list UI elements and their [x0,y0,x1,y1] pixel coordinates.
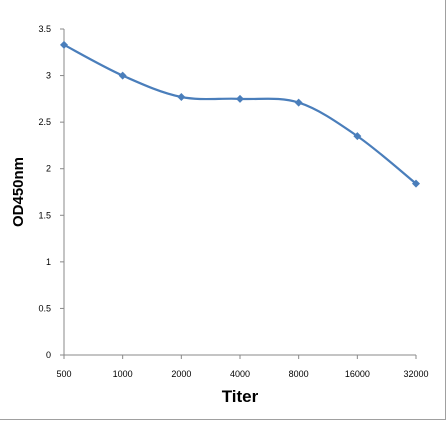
x-tick-label: 4000 [230,369,250,379]
y-tick-label: 2.5 [38,117,51,127]
y-tick-label: 0 [46,350,51,360]
x-axis-title: Titer [222,387,259,406]
y-tick-label: 3 [46,71,51,81]
series-line [63,43,417,185]
data-point [177,92,186,101]
x-tick-label: 16000 [345,369,370,379]
x-tick-label: 500 [56,369,71,379]
y-tick-label: 3.5 [38,24,51,34]
y-tick-group: 0 0.5 1 1.5 2 2.5 3 3.5 [38,24,64,360]
x-tick-label: 1000 [113,369,133,379]
x-tick-label: 2000 [171,369,191,379]
x-tick-group: 500 1000 2000 4000 8000 16000 32000 [56,355,429,379]
data-point [294,98,303,107]
data-point [353,132,362,141]
x-tick-label: 32000 [403,369,428,379]
data-point [236,94,244,103]
data-point [60,40,68,49]
data-point [412,179,420,188]
y-tick-label: 2 [46,164,51,174]
y-tick-label: 0.5 [38,303,51,313]
y-tick-label: 1 [46,257,51,267]
data-point [118,71,127,80]
y-axis-title: OD450nm [10,157,27,227]
series-group [60,40,420,188]
y-tick-label: 1.5 [38,210,51,220]
x-tick-label: 8000 [289,369,309,379]
